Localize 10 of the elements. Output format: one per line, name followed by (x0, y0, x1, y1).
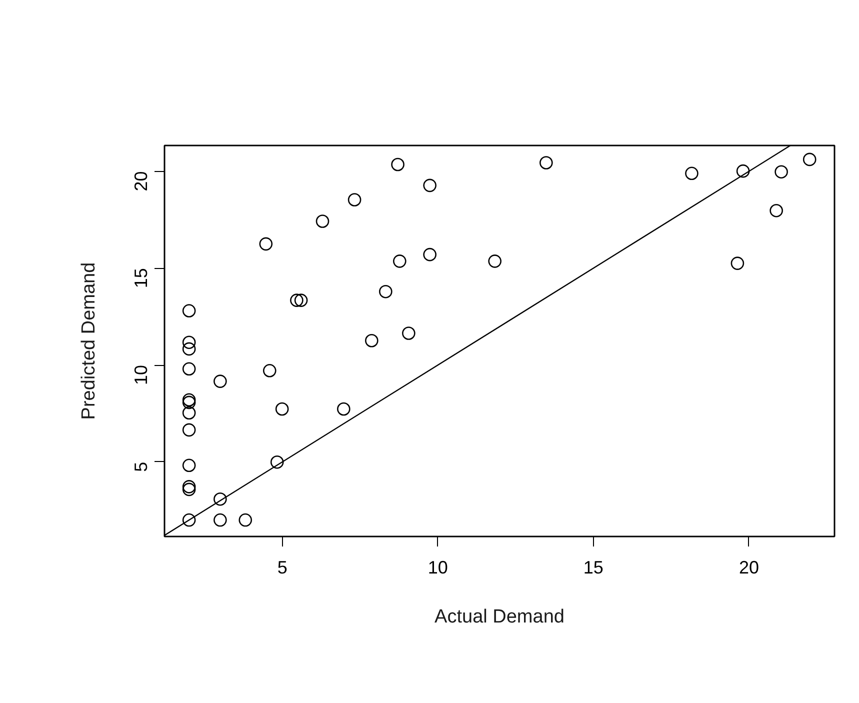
y-tick-label: 5 (131, 462, 151, 472)
x-tick-label: 20 (738, 558, 759, 578)
x-tick-label: 5 (277, 558, 288, 578)
y-tick-label: 15 (131, 268, 151, 288)
y-axis-title: Predicted Demand (78, 262, 100, 420)
y-tick-label: 10 (131, 365, 151, 386)
x-tick-label: 10 (428, 558, 448, 578)
x-axis-title: Actual Demand (434, 606, 564, 628)
x-tick-label: 15 (583, 558, 604, 578)
y-tick-label: 20 (131, 171, 151, 192)
